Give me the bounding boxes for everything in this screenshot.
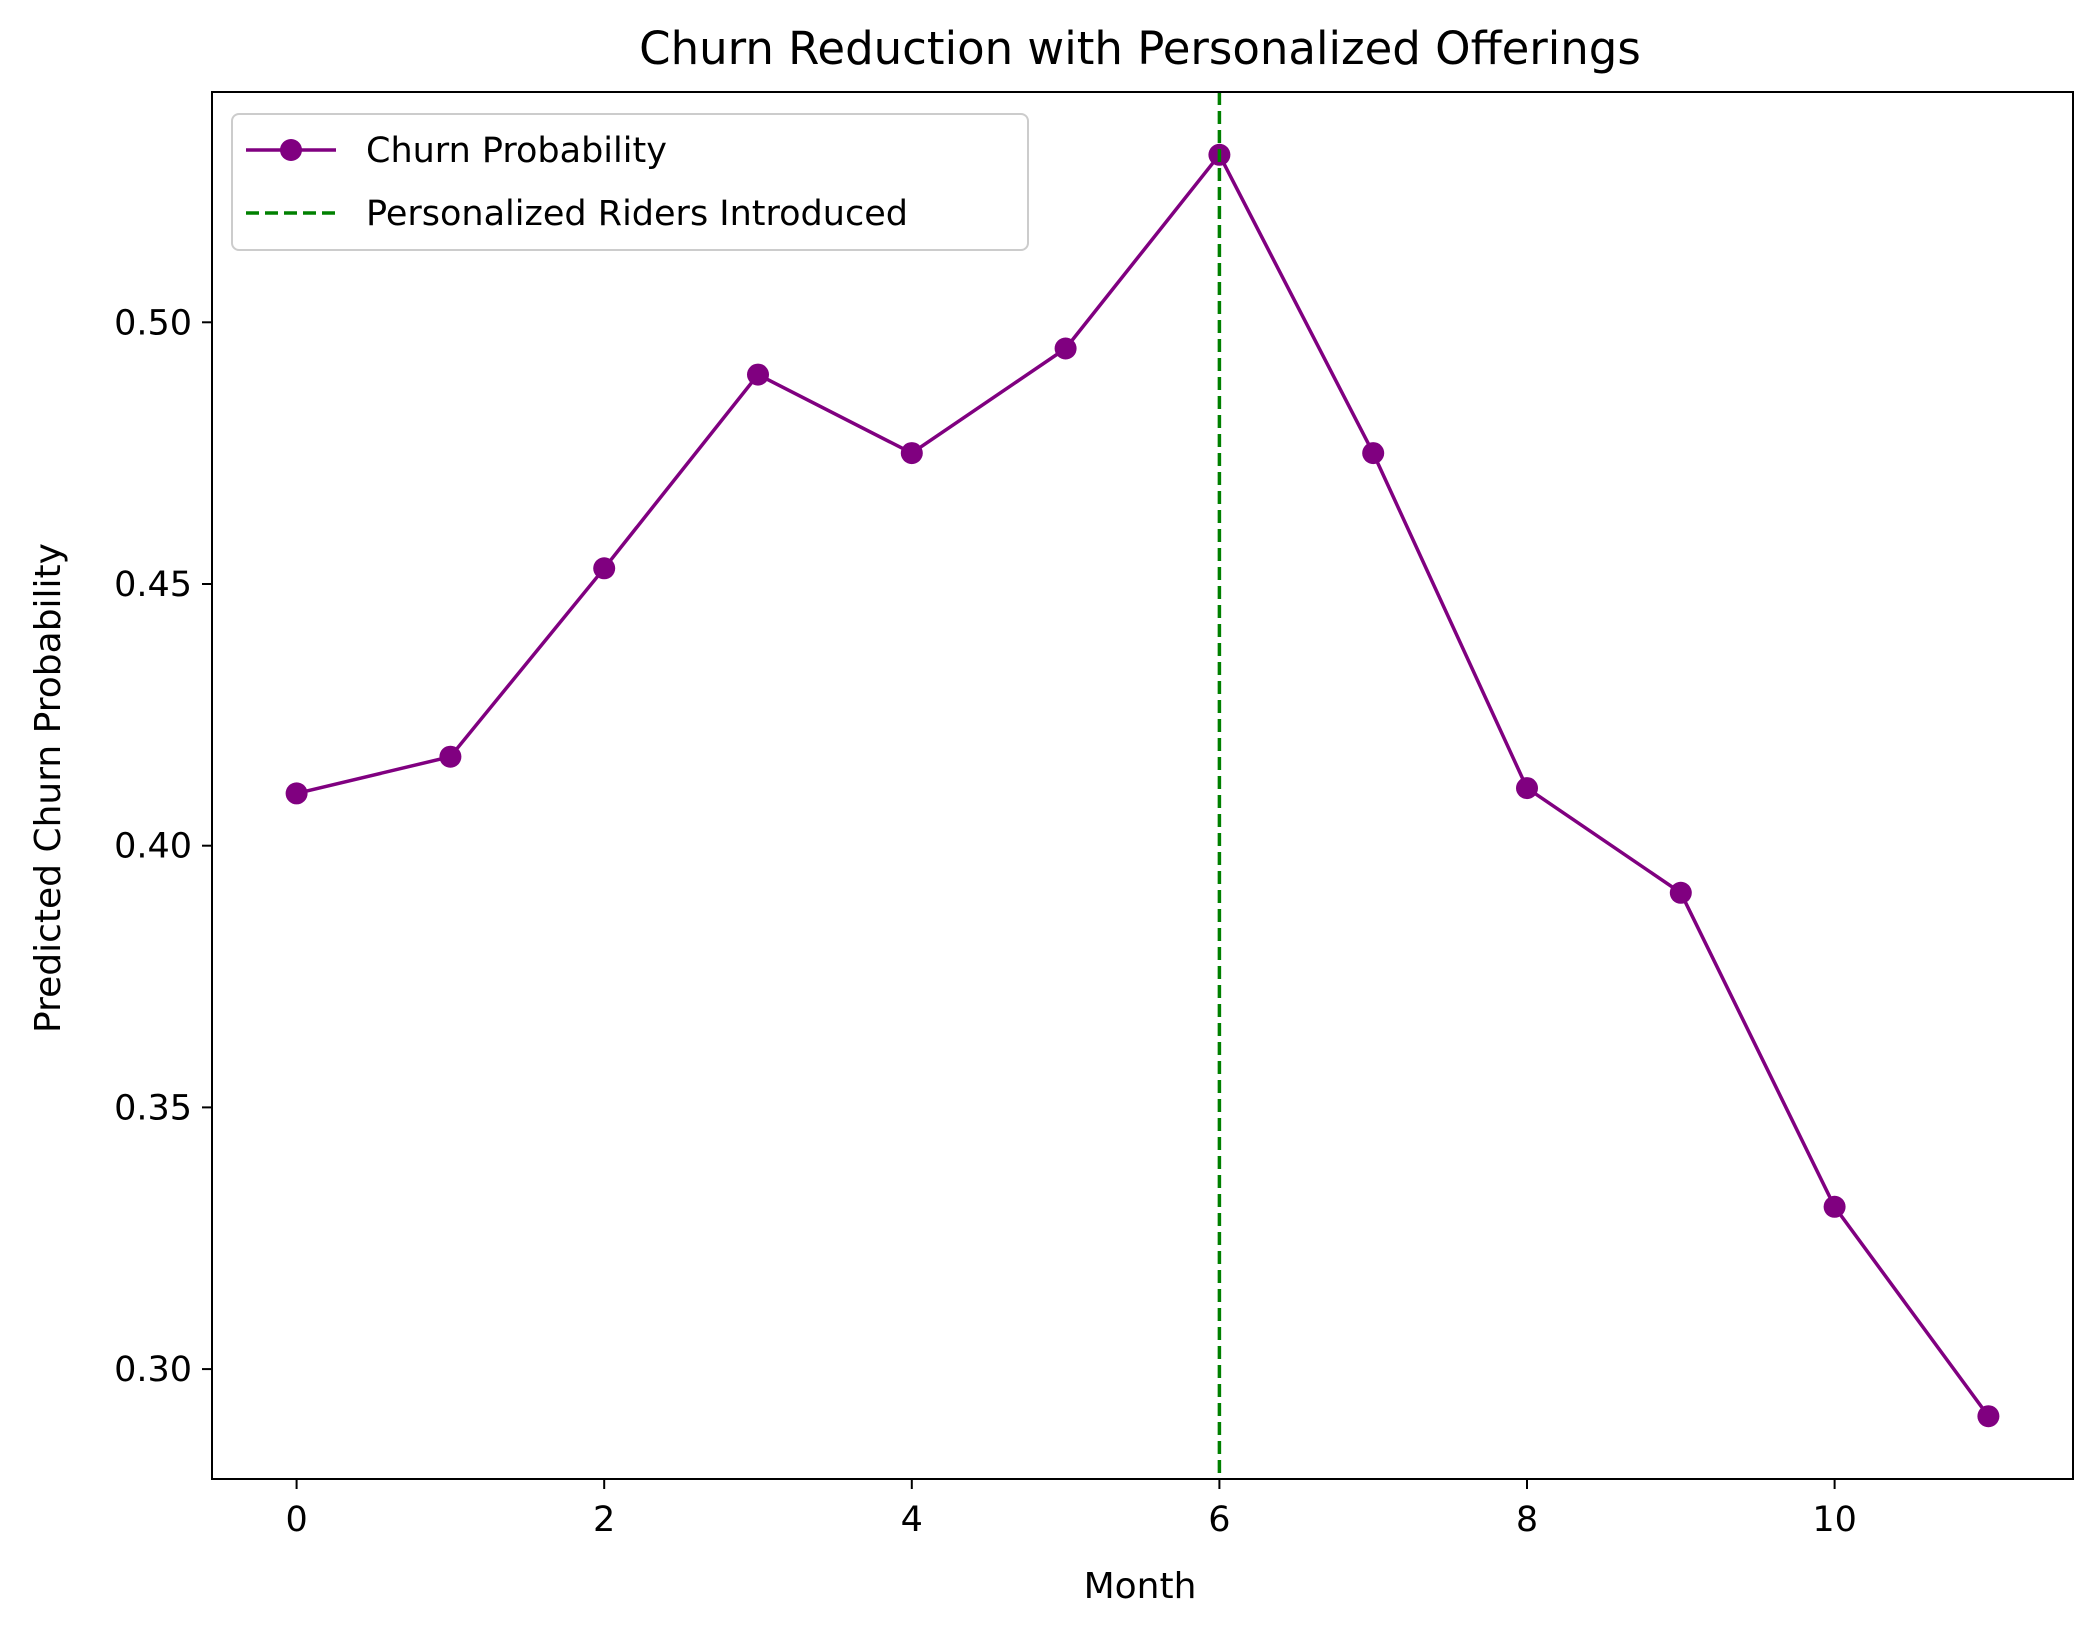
y-axis-label: Predicted Churn Probability xyxy=(28,543,69,1033)
plot-area xyxy=(285,92,2000,1479)
series-line-0 xyxy=(296,153,1990,1418)
data-point xyxy=(1516,777,1538,800)
x-tick-label: 10 xyxy=(1812,1500,1857,1540)
axes: 0 2 4 6 8 10 0.30 0.35 0.40 0.45 0.50 xyxy=(114,91,2074,1540)
data-point xyxy=(1669,881,1692,904)
data-point xyxy=(439,745,462,768)
x-tick-label: 6 xyxy=(1208,1500,1230,1540)
legend-label-churn: Churn Probability xyxy=(366,131,667,171)
axes-frame xyxy=(211,91,2074,1480)
data-point xyxy=(593,557,616,580)
legend-label-riders: Personalized Riders Introduced xyxy=(366,194,908,234)
legend-frame xyxy=(231,113,1029,251)
data-point xyxy=(1823,1195,1846,1218)
x-tick-label: 8 xyxy=(1516,1500,1538,1540)
y-tick-label: 0.35 xyxy=(114,1088,192,1128)
data-point xyxy=(900,442,923,465)
data-point xyxy=(285,782,308,805)
y-tick-label: 0.45 xyxy=(114,565,192,605)
chart-title: Churn Reduction with Personalized Offeri… xyxy=(639,22,1641,75)
data-point xyxy=(1054,337,1077,360)
x-tick-label: 4 xyxy=(901,1500,923,1540)
y-tick-label: 0.30 xyxy=(114,1350,192,1390)
x-axis-label: Month xyxy=(1084,1566,1197,1607)
x-tick-label: 0 xyxy=(285,1500,307,1540)
y-tick-label: 0.40 xyxy=(114,827,192,867)
data-point xyxy=(1362,442,1385,465)
data-point xyxy=(1977,1405,2000,1428)
x-tick-label: 2 xyxy=(593,1500,615,1540)
y-tick-label: 0.50 xyxy=(114,303,192,343)
data-point xyxy=(747,363,769,386)
legend: Churn Probability Personalized Riders In… xyxy=(231,113,1029,251)
legend-churn-marker xyxy=(280,139,302,161)
